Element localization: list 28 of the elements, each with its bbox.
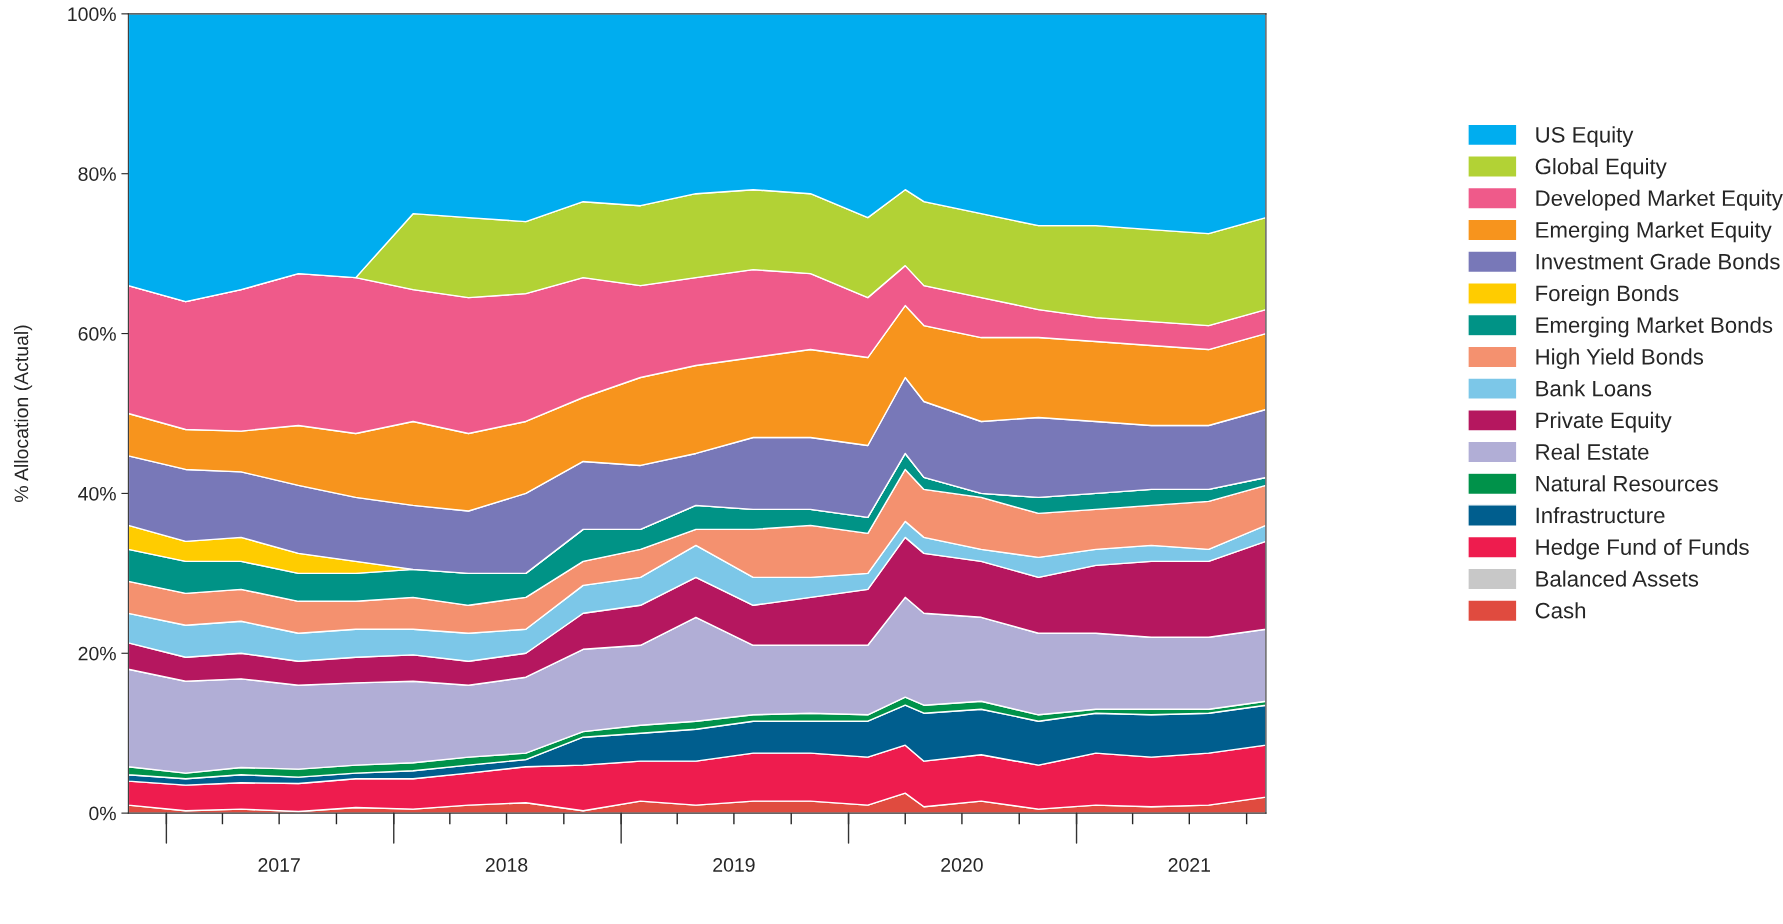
legend-label: Foreign Bonds xyxy=(1536,284,1679,306)
legend-label: Global Equity xyxy=(1535,158,1667,179)
legend-label: Balanced Assets xyxy=(1536,570,1699,587)
y-axis-title: % Allocation (Actual) xyxy=(13,325,33,502)
x-tick-label: 2020 xyxy=(941,858,983,872)
legend-label: High Yield Bonds xyxy=(1536,348,1704,370)
y-tick-label: 40% xyxy=(78,486,116,501)
legend-label: Emerging Market Bonds xyxy=(1536,316,1773,338)
legend-label: Cash xyxy=(1535,602,1586,619)
legend-label: Bank Loans xyxy=(1536,380,1652,397)
legend-label: Developed Market Equity xyxy=(1536,189,1783,211)
legend-label: Infrastructure xyxy=(1536,507,1665,524)
legend-label: Investment Grade Bonds xyxy=(1536,253,1780,270)
y-tick-label: 0% xyxy=(89,806,116,821)
y-tick-label: 100% xyxy=(68,7,116,22)
x-tick-label: 2019 xyxy=(713,858,755,872)
legend-label: Hedge Fund of Funds xyxy=(1536,538,1749,560)
legend-label: Emerging Market Equity xyxy=(1536,221,1772,243)
legend-label: Real Estate xyxy=(1536,443,1649,460)
y-tick-label: 60% xyxy=(78,327,116,341)
x-tick-label: 2021 xyxy=(1168,858,1210,872)
y-tick-label: 80% xyxy=(78,167,116,181)
y-tick-label: 20% xyxy=(78,646,116,661)
legend-label: Private Equity xyxy=(1536,411,1672,433)
x-tick-label: 2017 xyxy=(258,858,300,872)
x-tick-label: 2018 xyxy=(485,858,528,872)
legend-label: US Equity xyxy=(1536,126,1634,148)
legend-label: Natural Resources xyxy=(1536,475,1718,492)
